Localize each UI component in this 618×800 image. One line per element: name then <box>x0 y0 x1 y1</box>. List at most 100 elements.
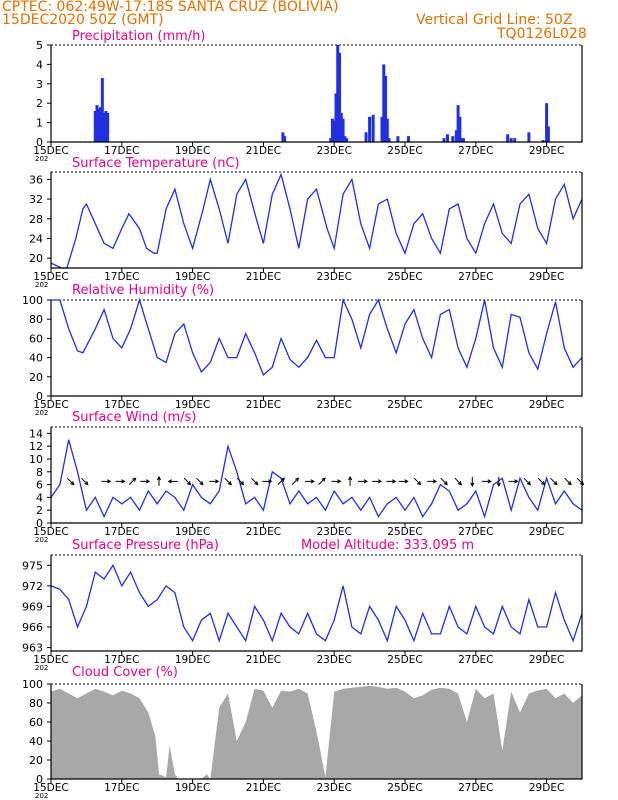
pressure-ytick-label: 969 <box>22 600 43 613</box>
wind-wind-arrow <box>454 477 463 486</box>
wind-wind-arrow <box>277 477 286 485</box>
date-header: 15DEC2020 50Z (GMT) <box>2 12 164 28</box>
wind-wind-arrow <box>481 479 492 484</box>
precipitation-bar <box>384 76 388 142</box>
grid-note: Vertical Grid Line: 50Z <box>416 12 573 28</box>
humidity-ytick-label: 40 <box>29 352 43 365</box>
pressure-ytick-label: 963 <box>22 642 43 655</box>
wind-wind-arrow <box>508 479 519 484</box>
humidity-xtick-label: 17DEC <box>104 399 139 411</box>
precipitation-bar <box>93 110 97 142</box>
precipitation-ytick-label: 2 <box>36 97 43 110</box>
precipitation-bar <box>454 130 458 142</box>
precipitation-bar <box>506 134 510 142</box>
cloud-xtick-label: 23DEC <box>316 782 351 794</box>
wind-wind-arrow <box>537 477 546 486</box>
wind-ytick-label: 14 <box>29 427 43 440</box>
pressure-series-line <box>50 563 583 643</box>
wind-wind-arrow <box>550 477 558 486</box>
precipitation-bar <box>456 105 460 142</box>
wind-xtick-label: 23DEC <box>316 526 351 538</box>
wind-xtick-label: 15DEC <box>33 526 68 538</box>
precipitation-bar <box>345 138 349 142</box>
temperature-year-stub: 202 <box>35 281 48 289</box>
wind-ytick-label: 12 <box>29 440 43 453</box>
wind-xtick-label: 27DEC <box>458 526 493 538</box>
precipitation-xtick-label: 15DEC <box>33 145 68 157</box>
humidity-xtick-label: 15DEC <box>33 399 68 411</box>
wind-xtick-label: 21DEC <box>246 526 281 538</box>
wind-wind-arrow <box>209 479 220 484</box>
wind-wind-arrow <box>427 479 438 484</box>
precipitation-bar <box>445 134 449 142</box>
precipitation-bar <box>387 138 391 142</box>
pressure-ytick-label: 966 <box>22 621 43 634</box>
humidity-ytick-label: 0 <box>36 390 43 403</box>
pressure-year-stub: 202 <box>35 664 48 672</box>
wind-series-line <box>50 439 583 519</box>
wind-wind-arrow <box>331 479 342 484</box>
pressure-frame <box>50 555 583 652</box>
temperature-ytick-label: 20 <box>29 252 43 265</box>
temperature-series-line <box>50 172 583 269</box>
wind-xtick-label: 19DEC <box>175 526 210 538</box>
precipitation-frame <box>50 45 583 143</box>
wind-wind-arrow <box>398 479 409 484</box>
wind-ytick-label: 6 <box>36 479 43 492</box>
humidity-xtick-label: 25DEC <box>387 399 422 411</box>
wind-wind-arrow <box>496 476 501 487</box>
humidity-xtick-label: 23DEC <box>316 399 351 411</box>
temperature-ytick-label: 36 <box>29 173 43 186</box>
humidity-xtick-label: 19DEC <box>175 399 210 411</box>
precipitation-ytick-label: 0 <box>36 136 43 149</box>
wind-wind-arrow <box>81 477 89 486</box>
temperature-ytick-label: 28 <box>29 213 43 226</box>
wind-wind-arrow <box>470 476 475 487</box>
precipitation-bar <box>281 132 285 142</box>
precipitation-bar <box>343 136 347 142</box>
pressure-xtick-label: 27DEC <box>458 654 493 666</box>
precipitation-bar <box>442 138 446 142</box>
cloud-ytick-label: 100 <box>22 678 43 691</box>
precipitation-bar <box>371 114 375 142</box>
wind-ytick-label: 8 <box>36 466 43 479</box>
precipitation-bar <box>329 138 333 142</box>
wind-wind-arrow <box>372 479 383 484</box>
precipitation-bar <box>545 103 549 142</box>
temperature-xtick-label: 19DEC <box>175 271 210 283</box>
humidity-year-stub: 202 <box>35 409 48 417</box>
humidity-ytick-label: 100 <box>22 294 43 307</box>
cloud-xtick-label: 25DEC <box>387 782 422 794</box>
wind-xtick-label: 17DEC <box>104 526 139 538</box>
cloud-xtick-label: 19DEC <box>175 782 210 794</box>
wind-wind-arrow <box>251 477 259 486</box>
cloud-ytick-label: 80 <box>29 697 43 710</box>
humidity-series-line <box>51 297 583 376</box>
cloud-xtick-label: 27DEC <box>458 782 493 794</box>
wind-wind-arrow <box>236 477 245 486</box>
model-id: TQ0126L028 <box>497 26 587 42</box>
model-altitude: Model Altitude: 333.095 m <box>301 538 475 553</box>
pressure-xtick-label: 15DEC <box>33 654 68 666</box>
precipitation-xtick-label: 19DEC <box>175 145 210 157</box>
cloud-ytick-label: 0 <box>36 773 43 786</box>
temperature-xtick-label: 25DEC <box>387 271 422 283</box>
humidity-ytick-label: 20 <box>29 371 43 384</box>
precipitation-bar <box>100 77 104 142</box>
wind-wind-arrow <box>262 479 273 484</box>
wind-ytick-label: 10 <box>29 453 43 466</box>
precipitation-bar <box>461 138 465 142</box>
precipitation-bar <box>106 112 110 142</box>
precipitation-bar <box>336 45 340 142</box>
precipitation-ytick-label: 5 <box>36 39 43 52</box>
precipitation-bar <box>368 116 372 142</box>
wind-wind-arrow <box>386 479 397 484</box>
precipitation-bar <box>339 112 343 142</box>
cloud-xtick-label: 29DEC <box>529 782 564 794</box>
precipitation-bar <box>546 126 550 142</box>
temperature-xtick-label: 15DEC <box>33 271 68 283</box>
precipitation-bar <box>104 110 108 142</box>
cloud-xtick-label: 17DEC <box>104 782 139 794</box>
precipitation-bar <box>385 118 389 142</box>
